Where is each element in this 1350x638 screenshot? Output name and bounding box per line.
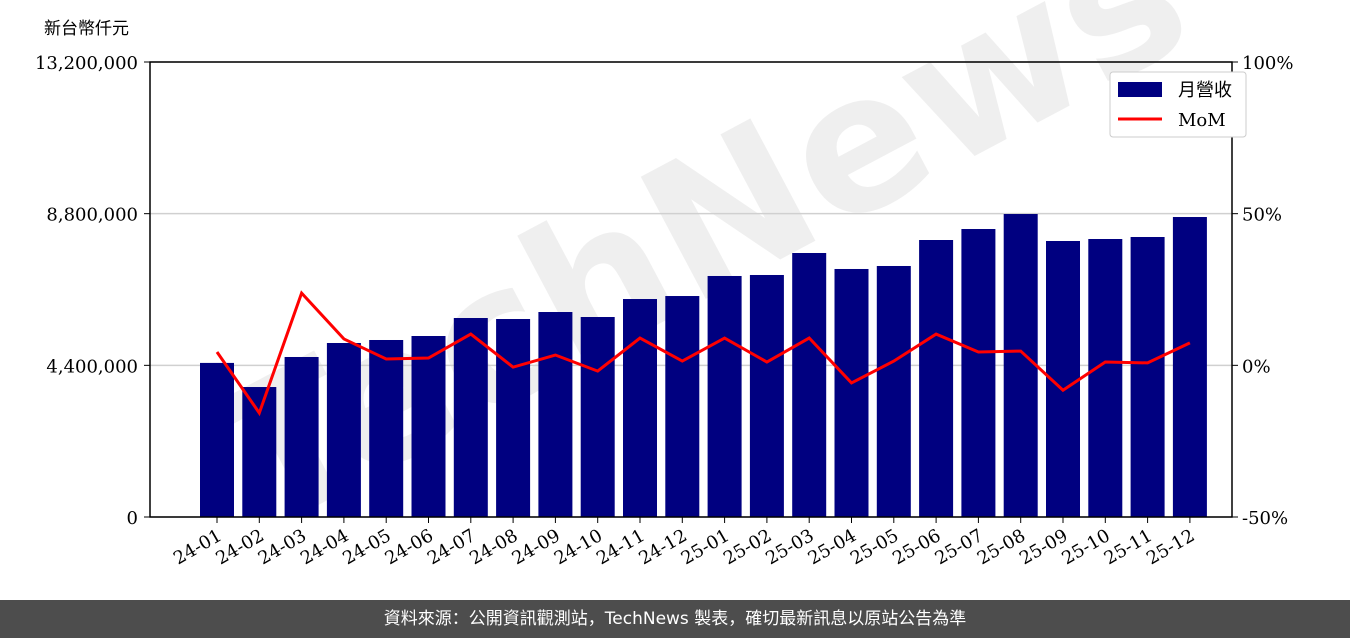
bar <box>919 240 954 517</box>
bar <box>284 356 319 517</box>
bar <box>1130 237 1165 517</box>
bar <box>876 265 911 517</box>
y-tick-label: 8,800,000 <box>46 205 138 226</box>
y-tick-label: 0 <box>127 508 138 529</box>
plot-frame <box>149 61 1233 518</box>
line <box>215 290 1191 417</box>
bar <box>665 296 700 517</box>
bar <box>749 274 784 517</box>
bar <box>1172 217 1207 517</box>
chart: TechNews 新台幣仟元 04,400,0008,800,00013,200… <box>35 0 1294 573</box>
source-note: 資料來源：公開資訊觀測站，TechNews 製表，確切最新訊息以原站公告為準 <box>0 600 1350 638</box>
bar <box>200 362 234 517</box>
bar <box>538 312 573 517</box>
y2-tick-label: 0% <box>1242 356 1271 377</box>
y2-tick-label: -50% <box>1242 508 1288 529</box>
legend-label: MoM <box>1178 110 1226 131</box>
bar <box>453 318 488 517</box>
bar <box>369 339 404 517</box>
bar <box>1088 239 1123 517</box>
y-tick-label: 13,200,000 <box>35 53 138 74</box>
y2-tick-label: 100% <box>1242 53 1293 74</box>
y-axis-unit: 新台幣仟元 <box>44 19 129 39</box>
bar <box>580 317 615 517</box>
bar <box>961 229 996 517</box>
bar <box>792 252 827 518</box>
y2-tick-label: 50% <box>1242 205 1282 226</box>
bar <box>496 319 531 517</box>
bar <box>623 299 657 517</box>
bar <box>834 268 869 517</box>
legend-label: 月營收 <box>1178 80 1232 101</box>
bar <box>411 335 446 517</box>
legend-swatch <box>1118 82 1162 97</box>
bar <box>707 275 742 517</box>
y-tick-label: 4,400,000 <box>46 356 138 377</box>
bar <box>242 387 277 517</box>
x-tick-label: 25-12 <box>1143 525 1198 569</box>
bar <box>326 342 361 517</box>
bar <box>1003 214 1038 518</box>
